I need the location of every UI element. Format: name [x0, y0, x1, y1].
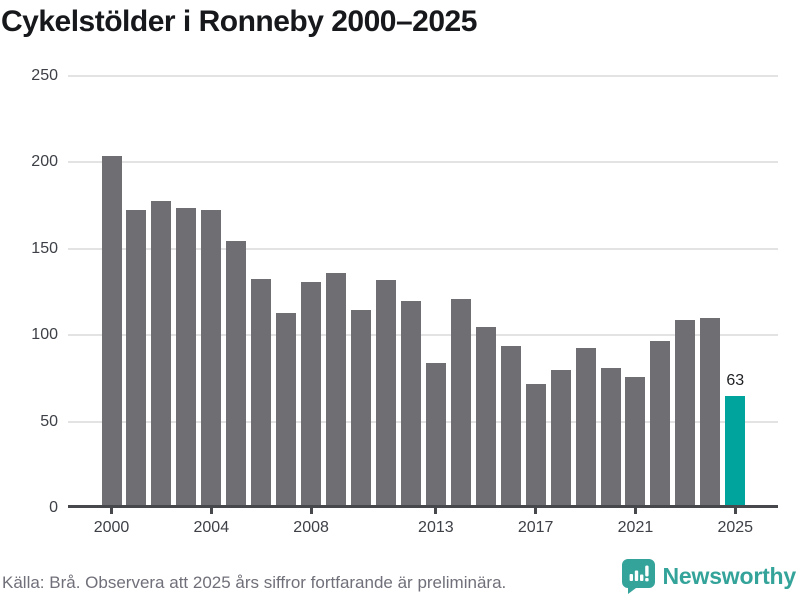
x-axis-label-2000: 2000 [93, 519, 130, 536]
bar-2022 [650, 341, 670, 505]
bar-2002 [151, 201, 171, 505]
bar-2019 [576, 348, 596, 505]
y-gridline-250 [68, 75, 778, 77]
x-tick-2021 [633, 508, 637, 514]
bar-2011 [376, 280, 396, 505]
x-axis-label-2021: 2021 [617, 519, 654, 536]
bar-2006 [251, 279, 271, 505]
x-tick-2025 [733, 508, 737, 514]
y-axis-label-50: 50 [40, 412, 58, 430]
chart-title: Cykelstölder i Ronneby 2000–2025 [1, 5, 477, 38]
bar-2003 [176, 208, 196, 505]
x-axis-label-2004: 2004 [193, 519, 230, 536]
x-axis-label-2017: 2017 [517, 519, 554, 536]
y-axis-label-200: 200 [31, 153, 58, 171]
y-axis-label-0: 0 [49, 499, 58, 516]
y-gridline-50 [68, 420, 778, 423]
x-tick-2013 [434, 508, 438, 514]
newsworthy-chart-bubble-icon [621, 559, 655, 594]
bar-2001 [126, 210, 146, 505]
newsworthy-logo[interactable]: Newsworthy [621, 559, 797, 594]
plot-area: 0 50 100 150 200 250 2000 2004 2008 2013 2017 2021 2… [31, 67, 778, 536]
bar-2017 [526, 384, 546, 505]
y-axis-label-150: 150 [31, 239, 58, 257]
x-axis-line [68, 505, 778, 508]
x-tick-2000 [110, 508, 113, 514]
y-gridline-150 [68, 247, 778, 250]
x-tick-2017 [534, 508, 538, 514]
bar-2004 [201, 210, 221, 505]
bar-2013 [426, 363, 446, 505]
bar-2021 [625, 377, 645, 505]
y-gridline-200 [68, 161, 778, 164]
source-note: Källa: Brå. Observera att 2025 års siffr… [2, 573, 507, 592]
bar-2016 [501, 346, 521, 505]
x-axis-label-2008: 2008 [293, 519, 329, 536]
bar-2008 [301, 282, 321, 505]
bar-2000 [102, 156, 122, 505]
y-axis-label-100: 100 [31, 326, 58, 344]
bar-2005 [226, 241, 246, 505]
x-tick-2004 [209, 508, 213, 514]
bar-2010 [351, 310, 371, 505]
y-axis-label-250: 250 [31, 67, 58, 84]
bar-2023 [675, 320, 695, 505]
bar-2015 [476, 327, 496, 505]
bar-2012 [401, 301, 421, 505]
bar-2020 [601, 368, 621, 505]
newsworthy-wordmark: Newsworthy [662, 563, 797, 589]
bar-2024 [700, 318, 720, 505]
x-tick-2008 [309, 508, 313, 514]
bar-2007 [276, 313, 296, 505]
bar-2014 [451, 299, 471, 505]
bar-2018 [551, 370, 571, 505]
x-axis-label-2013: 2013 [418, 519, 454, 536]
highlight-value-label: 63 [726, 372, 745, 389]
y-gridline-100 [68, 334, 778, 337]
x-axis-label-2025: 2025 [717, 519, 754, 536]
bar-2009 [326, 273, 346, 505]
bar-2025 [725, 396, 745, 505]
